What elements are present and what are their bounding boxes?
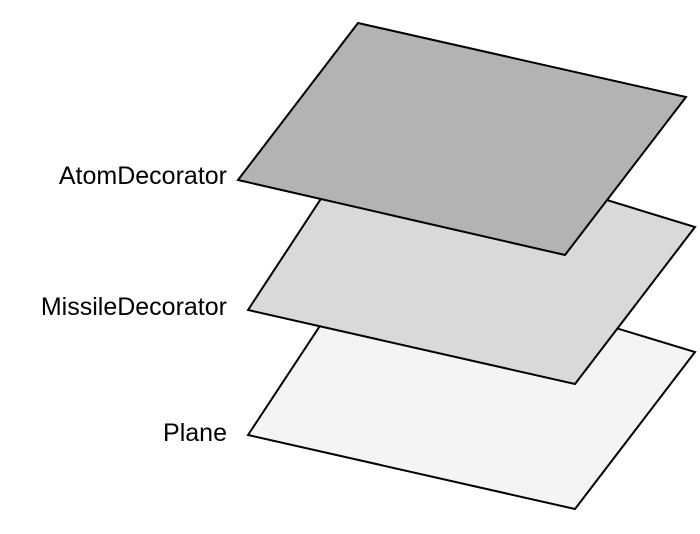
missile-decorator-label: MissileDecorator: [41, 293, 227, 321]
atom-decorator-layer-shape: [236, 21, 688, 257]
plane-label: Plane: [163, 419, 227, 447]
layer-atom-decorator: AtomDecorator: [59, 21, 688, 257]
atom-decorator-label: AtomDecorator: [59, 162, 227, 190]
